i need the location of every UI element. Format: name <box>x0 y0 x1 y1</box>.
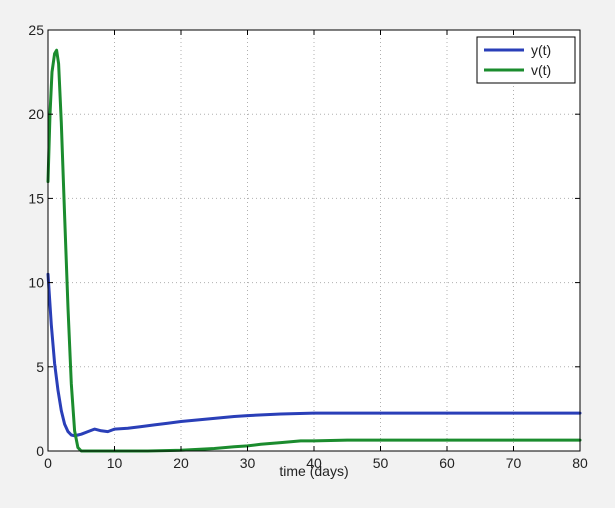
grid-lines <box>48 30 580 451</box>
legend-label-y: y(t) <box>531 42 551 58</box>
y-axis-tick-labels: 0 5 10 15 20 25 <box>28 22 44 459</box>
x-axis-label: time (days) <box>279 463 348 479</box>
plot-area <box>48 30 580 451</box>
x-tick-label: 0 <box>44 455 52 471</box>
x-tick-label: 10 <box>107 455 123 471</box>
x-tick-label: 70 <box>506 455 522 471</box>
y-tick-label: 0 <box>36 443 44 459</box>
axis-ticks <box>47 29 581 452</box>
x-tick-label: 30 <box>240 455 256 471</box>
series-line-y <box>46 272 582 438</box>
x-tick-label: 60 <box>439 455 455 471</box>
y-tick-label: 20 <box>28 106 44 122</box>
x-tick-label: 80 <box>572 455 588 471</box>
legend-label-v: v(t) <box>531 62 551 78</box>
x-tick-label: 50 <box>373 455 389 471</box>
x-tick-label: 40 <box>306 455 322 471</box>
y-tick-label: 15 <box>28 190 44 206</box>
y-tick-label: 10 <box>28 275 44 291</box>
y-tick-label: 5 <box>36 359 44 375</box>
legend: y(t) v(t) <box>476 36 576 84</box>
x-tick-label: 20 <box>173 455 189 471</box>
x-axis-tick-labels: 0 10 20 30 40 50 60 70 80 <box>44 455 588 471</box>
y-tick-label: 25 <box>28 22 44 38</box>
legend-box <box>476 36 576 84</box>
